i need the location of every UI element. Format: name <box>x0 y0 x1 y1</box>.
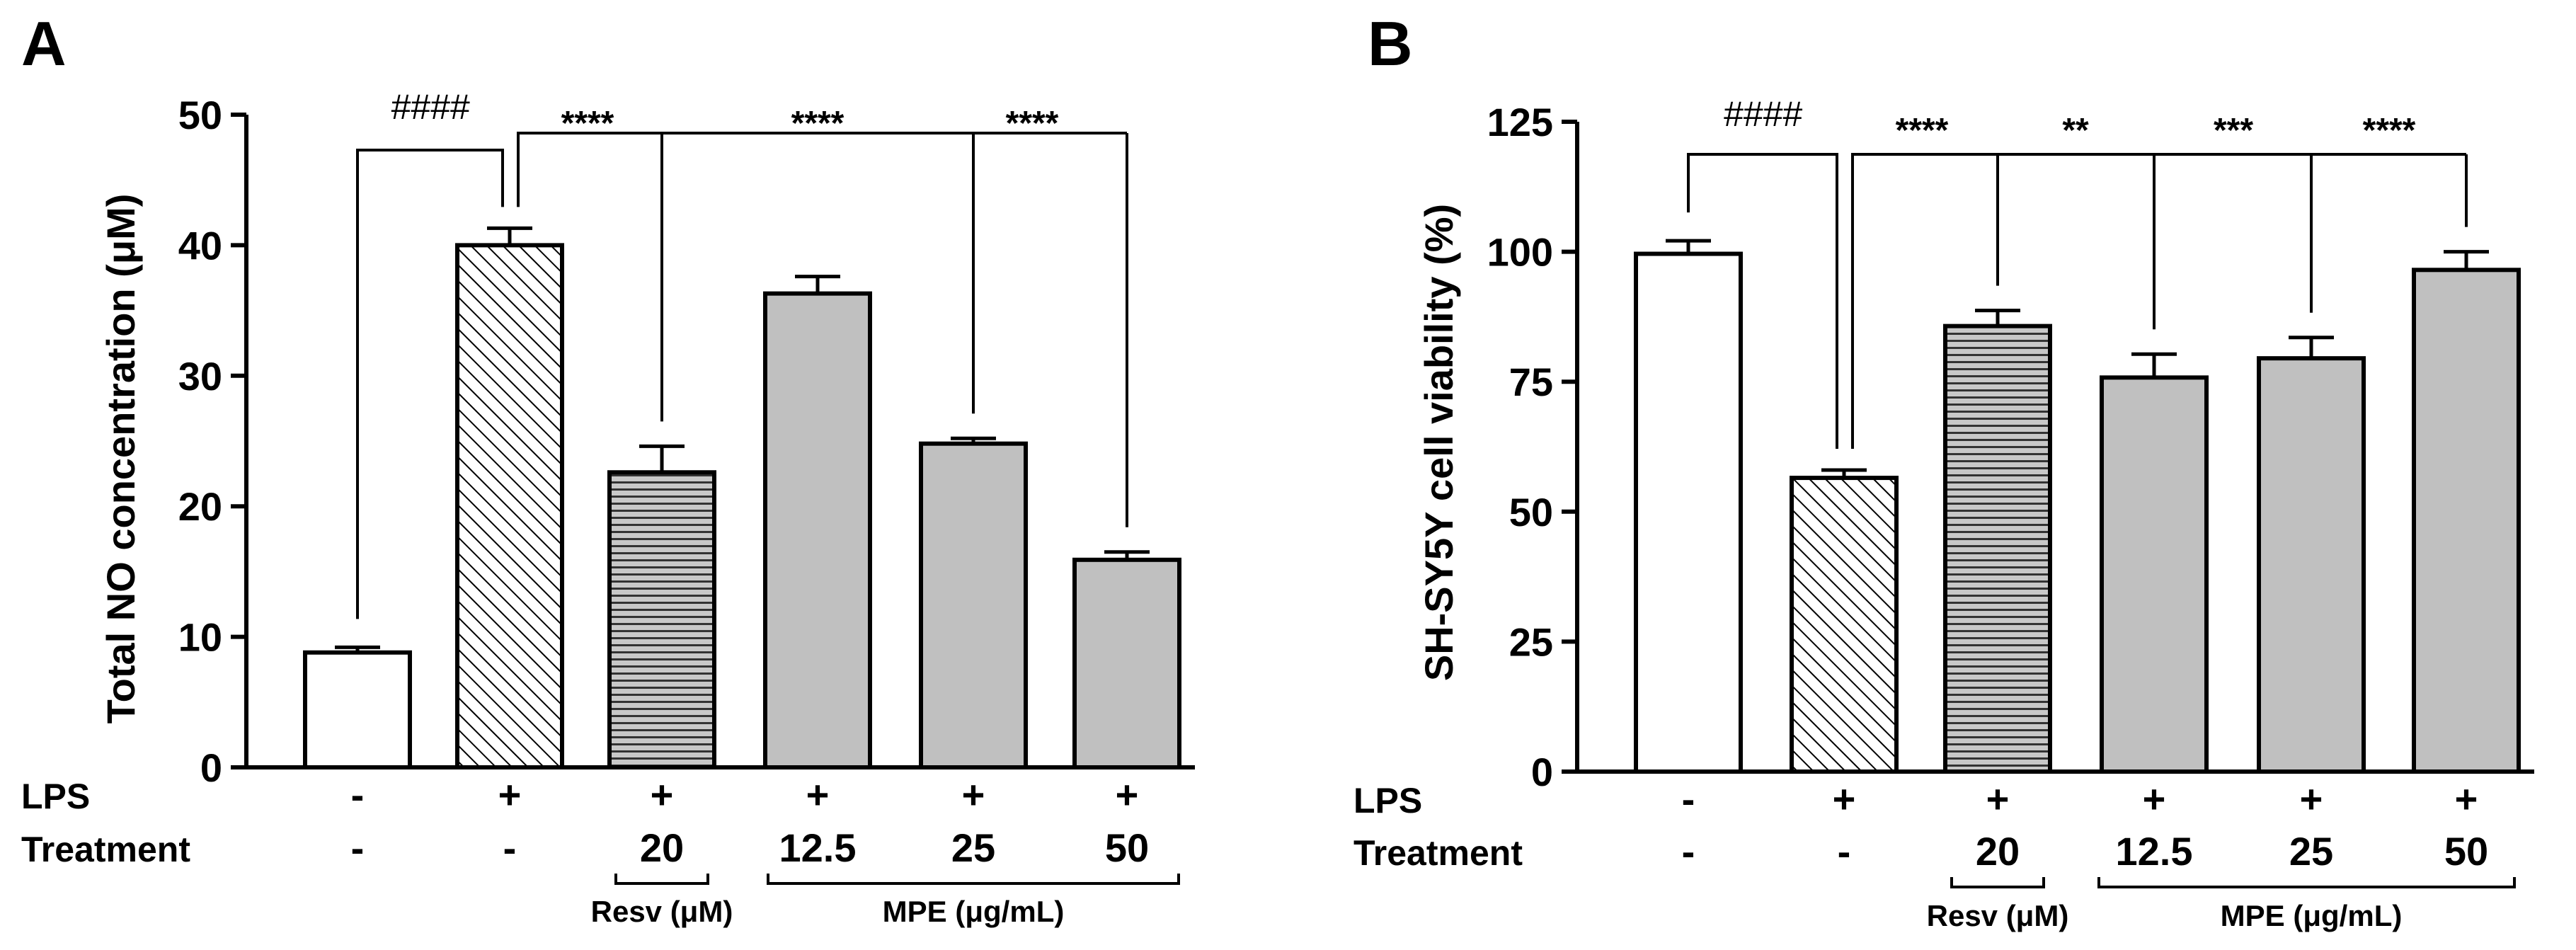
panel-b-hash-bracket <box>1687 153 1838 450</box>
panel-b-lps-row-label: LPS <box>1353 781 1422 820</box>
panel-a-bar <box>763 291 872 769</box>
panel-b-treatment-value: 25 <box>2289 829 2333 874</box>
panel-a-y-tick-label: 50 <box>178 93 222 137</box>
panel-b-sig-stars: ** <box>2062 112 2089 149</box>
panel-a-bar <box>607 470 716 769</box>
panel-b-lps-value: + <box>1986 777 2010 821</box>
panel-a-sig-stars: **** <box>561 105 614 142</box>
panel-a-y-tick-label: 40 <box>178 223 222 268</box>
panel-a-treatment-value: 25 <box>951 825 995 870</box>
panel-a-lps-value: + <box>498 772 522 817</box>
panel-b-lps-value: + <box>2300 777 2323 821</box>
panel-a-y-tick-label: 20 <box>178 484 222 529</box>
panel-a: A Total NO concentration (μM) 0 10 20 30 40 5… <box>21 8 1195 928</box>
panel-a-resv-group-label: Resv (μM) <box>591 895 733 928</box>
panel-a-treatment-value: - <box>351 825 365 870</box>
panel-b: B SH-SY5Y cell viability (%) 0 25 50 75 100 1… <box>1353 8 2534 932</box>
panel-a-sig-stars: **** <box>791 105 845 142</box>
panel-a-treatment-value: - <box>503 825 517 870</box>
panel-b-sig-stars: **** <box>2363 112 2416 149</box>
panel-a-bar <box>1072 557 1181 770</box>
panel-b-mpe-group-label: MPE (μg/mL) <box>2221 899 2403 932</box>
panel-a-sig-stars: **** <box>1006 105 1059 142</box>
panel-a-treatment-value: 20 <box>640 825 684 870</box>
panel-b-sig-stars: **** <box>1896 112 1949 149</box>
panel-b-lps-value: + <box>1833 777 1856 821</box>
panel-a-bar <box>919 441 1028 769</box>
panel-b-y-tick-label: 125 <box>1487 100 1553 144</box>
panel-a-hash-label: #### <box>391 87 470 127</box>
panel-b-bar <box>1634 251 1743 774</box>
panel-b-lps-value: - <box>1682 777 1695 821</box>
panel-b-hash-label: #### <box>1723 94 1802 134</box>
panel-b-lps-value: + <box>2455 777 2478 821</box>
panel-a-treatment-value: 12.5 <box>779 825 857 870</box>
panel-b-treatment-value: 20 <box>1976 829 2020 874</box>
panel-a-lps-value: + <box>806 772 830 817</box>
panel-b-sig-stars: *** <box>2214 112 2253 149</box>
panel-b-bar <box>1790 476 1899 774</box>
panel-b-lps-value: + <box>2143 777 2166 821</box>
panel-a-treatment-value: 50 <box>1105 825 1149 870</box>
panel-a-sig-bracket <box>517 132 1127 207</box>
panel-b-resv-group-label: Resv (μM) <box>1927 899 2069 932</box>
panel-a-mpe-group-bracket <box>767 874 1180 885</box>
panel-b-treatment-value: - <box>1838 829 1851 874</box>
panel-a-marks: 0 10 20 30 40 50 - - + - +20 +12.5 +25 +50 #### **** ***… <box>178 87 1195 885</box>
panel-b-treatment-value: - <box>1682 829 1695 874</box>
panel-b-y-tick-label: 100 <box>1487 230 1553 275</box>
panel-a-mpe-group-label: MPE (μg/mL) <box>883 895 1065 928</box>
panel-a-bar <box>303 650 412 770</box>
panel-a-y-tick-label: 10 <box>178 615 222 660</box>
panel-b-y-tick-label: 0 <box>1531 750 1553 794</box>
panel-a-treatment-row-label: Treatment <box>21 830 190 869</box>
panel-b-sig-bracket <box>1851 153 2466 450</box>
panel-b-y-tick-label: 50 <box>1509 490 1553 534</box>
panel-a-bar <box>455 243 564 769</box>
panel-a-label: A <box>21 8 67 79</box>
panel-a-lps-row-label: LPS <box>21 777 90 816</box>
panel-b-treatment-value: 50 <box>2444 829 2488 874</box>
panel-a-lps-value: + <box>1116 772 1139 817</box>
panel-a-y-tick-label: 30 <box>178 354 222 399</box>
panel-b-bar <box>2412 268 2521 774</box>
panel-b-mpe-group-bracket <box>2097 877 2516 888</box>
panel-a-y-axis-label: Total NO concentration (μM) <box>98 194 143 724</box>
panel-b-label: B <box>1368 8 1413 79</box>
panel-b-y-axis-label: SH-SY5Y cell viability (%) <box>1416 204 1461 681</box>
panel-b-bar <box>2100 375 2209 774</box>
panel-a-y-tick-label: 0 <box>200 745 222 790</box>
panel-b-treatment-value: 12.5 <box>2116 829 2193 874</box>
panel-b-treatment-row-label: Treatment <box>1353 833 1523 873</box>
panel-a-hash-bracket <box>356 149 504 619</box>
panel-a-resv-group-bracket <box>614 874 709 885</box>
panel-b-resv-group-bracket <box>1950 877 2045 888</box>
panel-b-y-tick-label: 25 <box>1509 619 1553 664</box>
panel-a-lps-value: + <box>962 772 985 817</box>
panel-b-bar <box>1943 324 2052 774</box>
panel-a-lps-value: - <box>351 772 365 817</box>
panel-a-lps-value: + <box>651 772 674 817</box>
panel-b-bar <box>2257 356 2366 774</box>
panel-b-y-tick-label: 75 <box>1509 360 1553 404</box>
